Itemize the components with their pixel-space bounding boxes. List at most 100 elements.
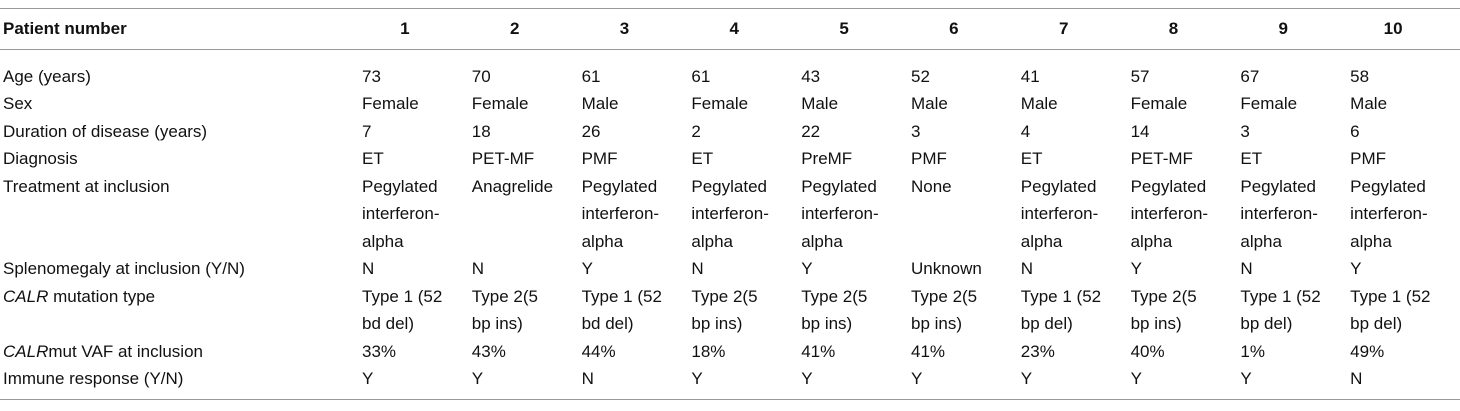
table-header: Patient number 1 2 3 4 5 6 7 8 9 10 bbox=[0, 8, 1460, 49]
cell: 49% bbox=[1350, 341, 1385, 361]
table-row: Splenomegaly at inclusion (Y/N) N N Y N Y Unkn… bbox=[0, 255, 1460, 283]
cell: 3 bbox=[1240, 121, 1250, 141]
cell: Male bbox=[1350, 94, 1388, 113]
cell: 73 bbox=[362, 66, 381, 86]
page: Patient number 1 2 3 4 5 6 7 8 9 10 Age (years) 73 7… bbox=[0, 8, 1460, 411]
cell: N bbox=[691, 259, 704, 278]
cell: Type 2(5 bp ins) bbox=[1130, 286, 1197, 334]
cell: N bbox=[471, 259, 485, 278]
cell: 7 bbox=[362, 121, 372, 141]
cell: Male bbox=[801, 94, 839, 113]
cell: 44% bbox=[581, 341, 616, 361]
cell: Type 1 (52 bd del) bbox=[581, 286, 662, 334]
cell: Type 1 (52 bp del) bbox=[1350, 286, 1431, 334]
cell: Pegylated interferon-alpha bbox=[1350, 176, 1428, 251]
row-label: Splenomegaly at inclusion (Y/N) bbox=[3, 259, 245, 278]
cell: Type 1 (52 bp del) bbox=[1240, 286, 1321, 334]
cell: ET bbox=[1240, 149, 1263, 168]
cell: Y bbox=[801, 259, 813, 278]
cell: 41% bbox=[801, 341, 836, 361]
cell: 23% bbox=[1020, 341, 1055, 361]
cell: Y bbox=[471, 369, 484, 388]
cell: ET bbox=[362, 149, 384, 168]
patient-table: Patient number 1 2 3 4 5 6 7 8 9 10 Age (years) 73 7… bbox=[0, 8, 1460, 400]
cell: 14 bbox=[1130, 121, 1150, 141]
table-row: CALRmut VAF at inclusion 33% 43% 44% 18% 41% 4… bbox=[0, 338, 1460, 366]
cell: None bbox=[910, 176, 952, 196]
cell: 61 bbox=[691, 66, 711, 86]
cell: Male bbox=[910, 94, 948, 113]
cell: Y bbox=[362, 369, 374, 388]
row-label: Diagnosis bbox=[3, 149, 78, 168]
cell: Unknown bbox=[910, 259, 982, 278]
cell: 67 bbox=[1240, 66, 1260, 86]
cell: Y bbox=[1130, 369, 1142, 388]
cell: 58 bbox=[1350, 66, 1370, 86]
table-row: Immune response (Y/N) Y Y N Y Y Y Y Y Y N bbox=[0, 365, 1460, 399]
table-body: Age (years) 73 70 61 61 43 52 41 57 67 58 Sex Female… bbox=[0, 49, 1460, 399]
cell: Type 2(5 bp ins) bbox=[801, 286, 868, 334]
patient-number: 8 bbox=[1168, 19, 1179, 38]
label-part: CALR bbox=[3, 286, 49, 306]
cell: PMF bbox=[910, 149, 947, 168]
cell: 41 bbox=[1020, 66, 1040, 86]
cell: N bbox=[581, 369, 594, 388]
label-part: mut VAF at inclusion bbox=[48, 341, 203, 361]
header-row: Patient number 1 2 3 4 5 6 7 8 9 10 bbox=[0, 8, 1460, 49]
cell: ET bbox=[1020, 149, 1043, 168]
cell: 22 bbox=[801, 121, 821, 141]
cell: Y bbox=[1020, 369, 1033, 388]
cell: Type 2(5 bp ins) bbox=[471, 286, 538, 334]
patient-number: 3 bbox=[619, 19, 630, 38]
cell: 18% bbox=[691, 341, 726, 361]
cell: Female bbox=[1240, 94, 1298, 113]
cell: 1% bbox=[1240, 341, 1265, 361]
row-label: CALRmut VAF at inclusion bbox=[0, 338, 362, 366]
table-row: Treatment at inclusion Pegylated interfer… bbox=[0, 173, 1460, 256]
cell: ET bbox=[691, 149, 714, 168]
table-row: CALR mutation type Type 1 (52 bd del) Type… bbox=[0, 283, 1460, 338]
cell: Male bbox=[581, 94, 619, 113]
cell: PET-MF bbox=[471, 149, 535, 168]
cell: Female bbox=[1130, 94, 1188, 113]
patient-number: 5 bbox=[839, 19, 849, 38]
cell: Female bbox=[691, 94, 749, 113]
patient-number: 4 bbox=[729, 19, 740, 38]
cell: 52 bbox=[910, 66, 930, 86]
cell: Pegylated interferon-alpha bbox=[581, 176, 660, 251]
table-row: Diagnosis ET PET-MF PMF ET PreMF PMF ET PET-MF ET… bbox=[0, 145, 1460, 173]
cell: PMF bbox=[581, 149, 618, 168]
cell: Y bbox=[1350, 259, 1362, 278]
cell: Male bbox=[1020, 94, 1058, 113]
row-label: Duration of disease (years) bbox=[3, 121, 208, 141]
table-row: Duration of disease (years) 7 18 26 2 22 3 4 14 3… bbox=[0, 118, 1460, 146]
cell: Type 1 (52 bd del) bbox=[362, 286, 443, 334]
cell: Y bbox=[1240, 369, 1252, 388]
cell: Pegylated interferon-alpha bbox=[1020, 176, 1099, 251]
cell: 3 bbox=[910, 121, 921, 141]
table-row: Age (years) 73 70 61 61 43 52 41 57 67 58 bbox=[0, 49, 1460, 90]
cell: Y bbox=[691, 369, 703, 388]
cell: Y bbox=[1130, 259, 1142, 278]
row-label: CALR mutation type bbox=[0, 283, 362, 338]
cell: 43 bbox=[801, 66, 821, 86]
cell: Female bbox=[362, 94, 419, 113]
cell: 4 bbox=[1020, 121, 1031, 141]
patient-number: 9 bbox=[1278, 19, 1288, 38]
cell: 33% bbox=[362, 341, 397, 361]
cell: 41% bbox=[910, 341, 946, 361]
cell: 2 bbox=[691, 121, 701, 141]
table-row: Sex Female Female Male Female Male Male Male Fem… bbox=[0, 90, 1460, 118]
cell: N bbox=[362, 259, 375, 278]
cell: Y bbox=[581, 259, 593, 278]
cell: PMF bbox=[1350, 149, 1387, 168]
cell: PET-MF bbox=[1130, 149, 1193, 168]
cell: Pegylated interferon-alpha bbox=[1130, 176, 1209, 251]
cell: Pegylated interferon-alpha bbox=[1240, 176, 1318, 251]
cell: N bbox=[1350, 369, 1363, 388]
cell: Type 2(5 bp ins) bbox=[910, 286, 978, 334]
cell: 57 bbox=[1130, 66, 1150, 86]
cell: 6 bbox=[1350, 121, 1360, 141]
cell: 70 bbox=[471, 66, 491, 86]
cell: Type 1 (52 bp del) bbox=[1020, 286, 1102, 334]
